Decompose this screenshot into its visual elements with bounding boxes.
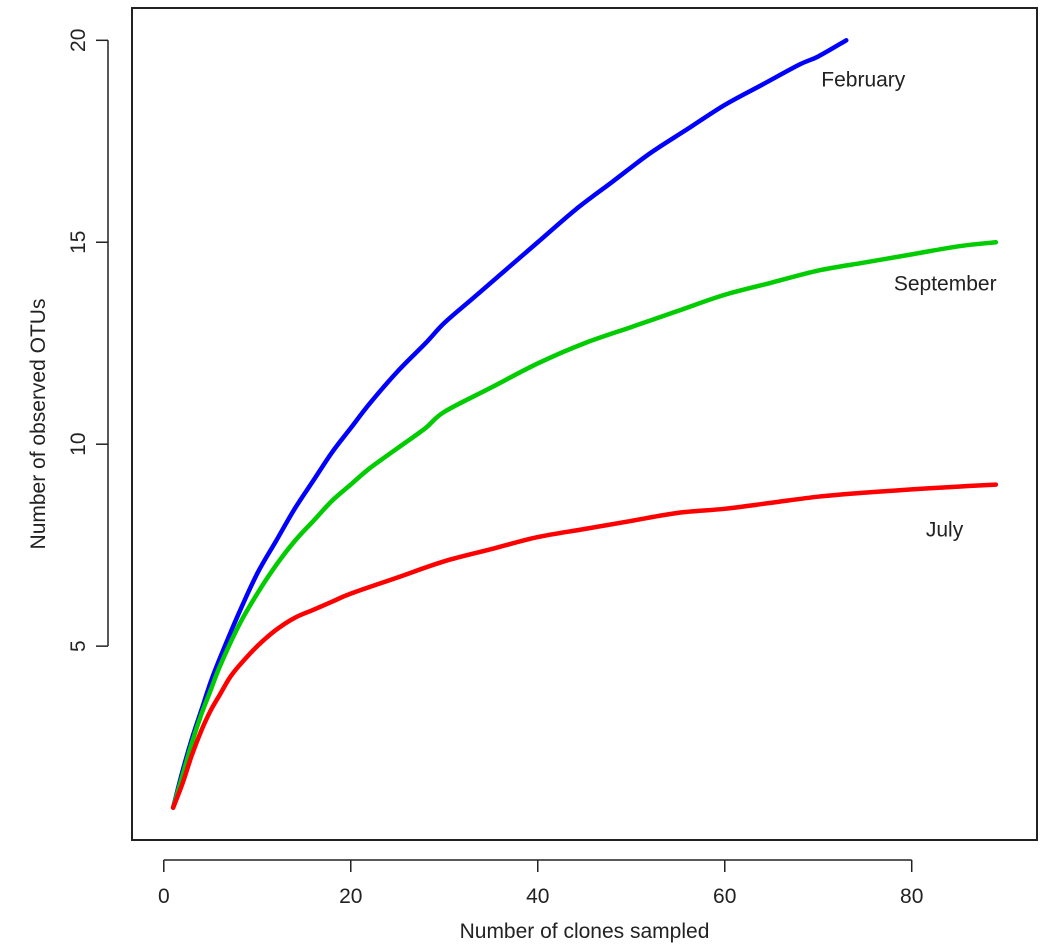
x-tick-label: 80: [900, 885, 923, 908]
x-tick-label: 20: [339, 885, 362, 908]
y-tick-label: 15: [67, 231, 90, 254]
y-tick-label: 20: [67, 29, 90, 52]
x-axis-label: Number of clones sampled: [460, 920, 710, 943]
series-line-july: [170, 482, 999, 810]
x-tick-label: 40: [526, 885, 549, 908]
y-axis: 5 10 15 20: [67, 29, 109, 652]
y-tick-label: 5: [67, 640, 90, 652]
y-tick-label: 10: [67, 433, 90, 456]
series-label-september: September: [894, 272, 997, 295]
series-label-february: February: [821, 68, 906, 91]
series-line-september: [170, 240, 999, 810]
plot-frame: [131, 7, 1038, 841]
series-line-february: [170, 38, 849, 810]
series-lines: [170, 38, 999, 810]
x-tick-label: 60: [713, 885, 736, 908]
series-labels: February September July: [821, 68, 996, 541]
x-tick-label: 0: [158, 885, 170, 908]
x-axis: 0 20 40 60 80: [158, 859, 923, 908]
y-axis-label: Number of observed OTUs: [27, 299, 50, 550]
series-label-july: July: [926, 519, 964, 542]
